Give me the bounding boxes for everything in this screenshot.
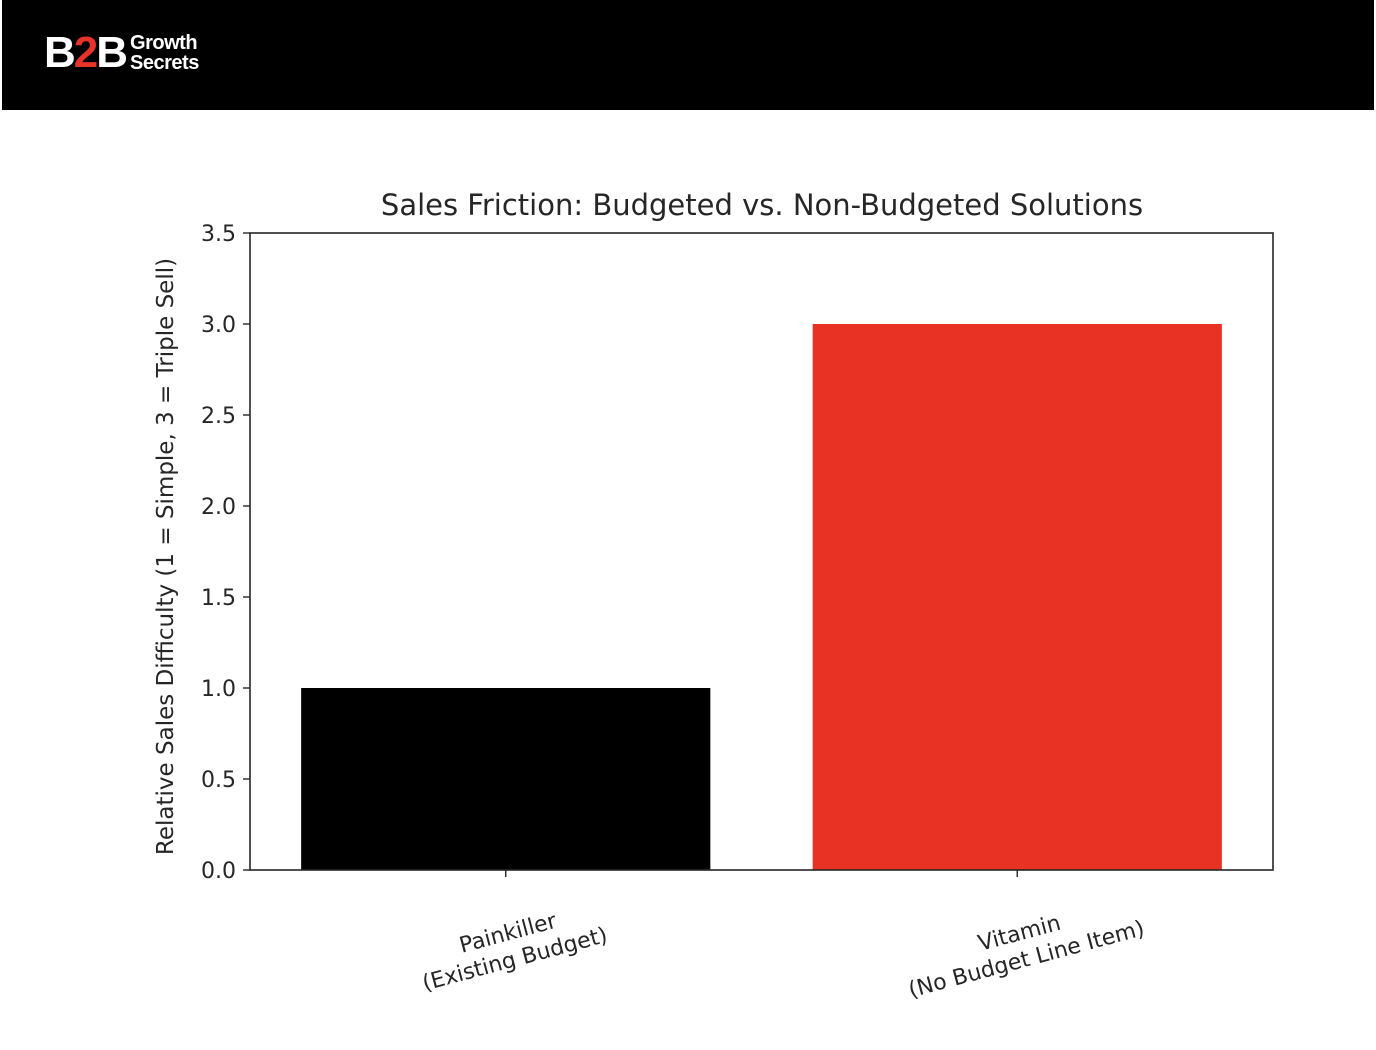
x-tick-label: Painkiller(Existing Budget) [413,897,610,997]
bars [301,324,1222,870]
logo-mark-b2: B [96,28,128,77]
logo-word-secrets: Secrets [130,52,199,74]
chart-title: Sales Friction: Budgeted vs. Non-Budgete… [381,188,1143,222]
bar-1 [812,324,1222,870]
x-tick-label: Vitamin(No Budget Line Item) [899,890,1147,1003]
y-tick-label: 0.5 [201,768,236,793]
logo-mark-2: 2 [73,28,99,77]
logo-mark-b1: B [44,28,76,77]
logo-wordmark: Growth Secrets [130,33,199,73]
bar-0 [301,688,711,870]
y-tick-label: 3.0 [201,313,236,338]
y-tick-label: 0.0 [201,859,236,884]
y-tick-label: 1.0 [201,677,236,702]
logo-word-growth: Growth [130,32,198,54]
y-axis-label: Relative Sales Difficulty (1 = Simple, 3… [153,258,179,855]
x-axis-ticks: Painkiller(Existing Budget) Vitamin(No Bu… [413,870,1147,1003]
plot-frame [249,232,1274,871]
y-tick-label: 2.5 [201,404,236,429]
y-tick-label: 1.5 [201,586,236,611]
y-tick-label: 3.5 [201,222,236,247]
y-axis-ticks: 0.0 0.5 1.0 1.5 2.0 2.5 3.0 3.5 [201,222,250,884]
y-tick-label: 2.0 [201,495,236,520]
